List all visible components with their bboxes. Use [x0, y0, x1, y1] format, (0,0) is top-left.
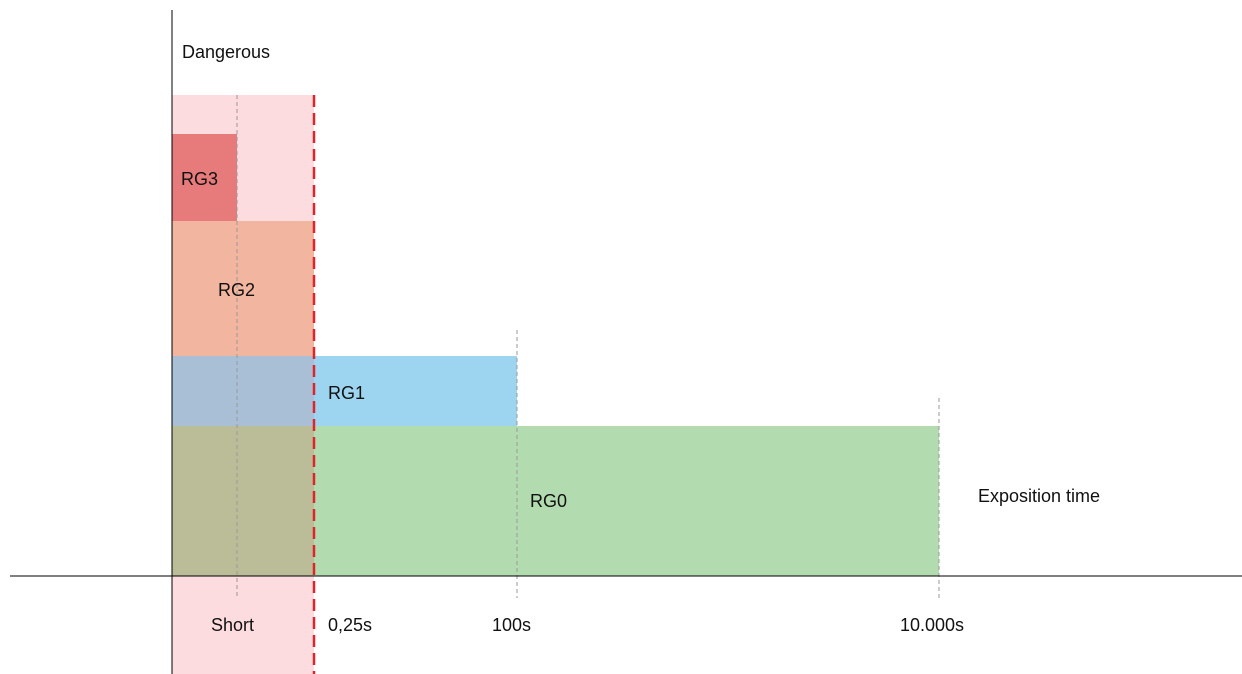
rg2-label: RG2 [218, 280, 255, 300]
rg3-block [172, 134, 237, 221]
rg1-overlap-block [172, 356, 314, 426]
rg0-label: RG0 [530, 491, 567, 511]
rg1-block [314, 356, 517, 426]
short-exposure-zone-bottom [172, 576, 314, 674]
rg1-label: RG1 [328, 383, 365, 403]
rg3-label: RG3 [181, 169, 218, 189]
x-axis-label: Exposition time [978, 486, 1100, 506]
y-axis-label: Dangerous [182, 42, 270, 62]
tick-label-10000s: 10.000s [900, 615, 964, 635]
tick-label-025s: 0,25s [328, 615, 372, 635]
rg0-block [314, 426, 939, 576]
short-label: Short [211, 615, 254, 635]
tick-label-100s: 100s [492, 615, 531, 635]
rg2-block [172, 221, 314, 356]
rg0-overlap-block [172, 426, 314, 576]
